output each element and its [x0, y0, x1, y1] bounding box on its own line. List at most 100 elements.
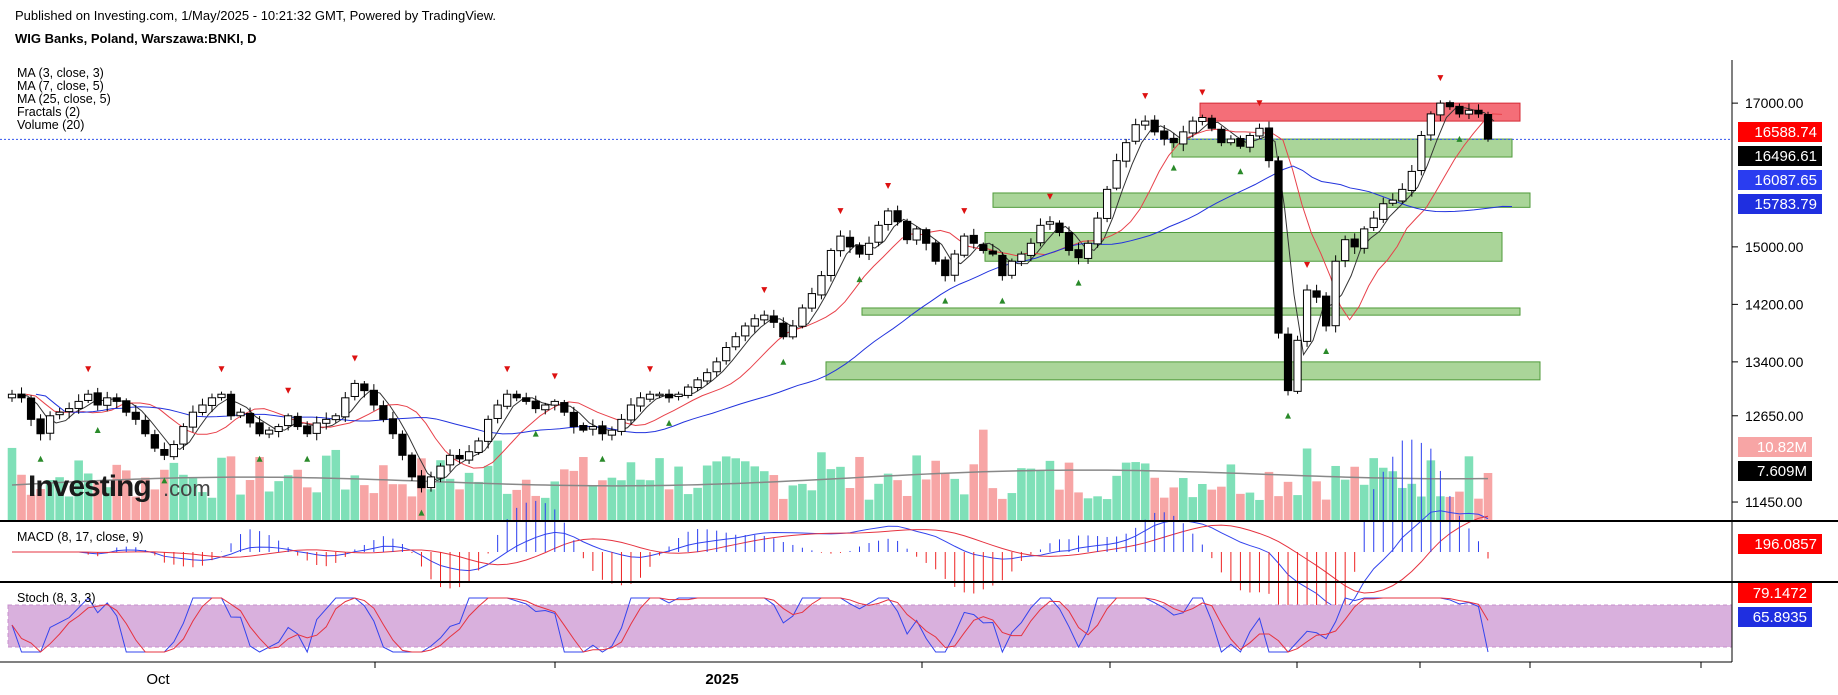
volume-bar	[959, 494, 969, 520]
volume-bar	[369, 493, 379, 520]
candle-up	[674, 393, 683, 398]
candle-up	[1226, 138, 1236, 144]
volume-bar	[360, 485, 369, 520]
badges-layer: 16588.74 16496.61 16087.65 15783.79 10.82M 7.…	[1738, 122, 1822, 627]
volume-bar	[407, 496, 417, 520]
candle-up	[722, 347, 731, 362]
volume-bar	[83, 473, 93, 520]
legend-fractals[interactable]: Fractals (2)	[17, 105, 81, 119]
legend-ma7[interactable]: MA (7, close, 5)	[17, 79, 104, 93]
volume-bar	[1074, 492, 1083, 520]
volume-bar	[493, 440, 502, 520]
candle-down	[245, 412, 255, 424]
macd-line	[12, 510, 1489, 611]
volume-bar	[1369, 458, 1379, 520]
time-axis-label: 2025	[705, 671, 738, 688]
volume-bar	[674, 466, 683, 520]
volume-bar	[1121, 462, 1131, 520]
volume-bar	[293, 469, 302, 520]
candle-down	[1283, 333, 1293, 392]
volume-bar	[550, 481, 560, 520]
value-badge-label: 16496.61	[1754, 148, 1817, 165]
volume-bar	[912, 455, 921, 520]
volume-bar	[512, 489, 521, 520]
volume-bar	[998, 498, 1007, 520]
candle-up	[1093, 217, 1102, 245]
volume-bar	[150, 489, 160, 520]
candle-up	[693, 379, 702, 389]
volume-bar	[245, 480, 255, 520]
volume-bar	[1331, 465, 1340, 520]
volume-bar	[721, 456, 731, 520]
volume-bar	[1131, 462, 1140, 520]
volume-bar	[921, 479, 931, 520]
volume-bar	[1055, 489, 1064, 520]
volume-bar	[1083, 498, 1093, 520]
value-badge	[1738, 583, 1812, 603]
volume-bar	[455, 489, 464, 520]
fractal-up-marker	[1456, 135, 1463, 142]
candle-up	[912, 228, 921, 241]
candle-up	[1369, 217, 1378, 229]
candle-up	[731, 336, 740, 348]
candle-down	[1150, 119, 1159, 133]
candle-down	[1264, 127, 1274, 162]
volume-bar	[988, 488, 998, 520]
volume-bar	[1474, 498, 1483, 520]
volume-bar	[874, 483, 883, 520]
volume-bar	[1312, 481, 1321, 520]
candle-up	[750, 318, 759, 327]
fractal-up-marker	[304, 455, 311, 462]
fractal-up-marker	[94, 427, 101, 433]
volume-bar	[1093, 496, 1102, 520]
fractal-up-marker	[599, 455, 606, 462]
candle-up	[284, 415, 293, 427]
value-badge	[1738, 534, 1822, 554]
candle-up	[798, 307, 807, 327]
candle-up	[322, 418, 331, 424]
volume-bar	[474, 481, 483, 520]
candle-down	[979, 244, 988, 251]
volume-bar	[1159, 497, 1169, 520]
candle-up	[55, 411, 64, 416]
volume-bar	[1302, 448, 1312, 520]
volume-bar	[845, 487, 855, 520]
fractal-down-marker	[1256, 100, 1263, 107]
candle-up	[807, 293, 817, 309]
legend-stoch[interactable]: Stoch (8, 3, 3)	[17, 591, 96, 605]
candle-down	[141, 419, 150, 435]
volume-bar	[17, 474, 26, 520]
volume-bar	[379, 465, 388, 520]
fractal-down-marker	[1142, 93, 1149, 100]
candle-up	[484, 418, 493, 442]
value-badge-label: 10.82M	[1757, 439, 1807, 456]
volume-bar	[121, 470, 131, 520]
legend-ma3[interactable]: MA (3, close, 3)	[17, 66, 104, 80]
fractal-up-marker	[37, 455, 44, 462]
volume-bar	[607, 477, 617, 520]
candle-up	[236, 411, 245, 417]
published-note: Published on Investing.com, 1/May/2025 -…	[15, 8, 497, 23]
fractal-up-marker	[532, 430, 539, 437]
support-zone	[861, 307, 1521, 316]
candle-down	[93, 392, 102, 406]
fractal-up-marker	[999, 297, 1006, 304]
candle-up	[874, 224, 883, 243]
legend-volume[interactable]: Volume (20)	[17, 118, 85, 132]
price-tick-label: 17000.00	[1745, 95, 1804, 111]
volume-bar	[1036, 470, 1045, 520]
value-badge-label: 15783.79	[1754, 196, 1817, 213]
candle-up	[274, 426, 283, 433]
volume-bar	[1321, 499, 1331, 520]
volume-bar	[636, 479, 645, 520]
legend-macd[interactable]: MACD (8, 17, close, 9)	[17, 530, 144, 544]
fractal-down-marker	[504, 366, 511, 373]
volume-bar	[331, 449, 341, 520]
fractal-up-marker	[1323, 347, 1330, 354]
candle-up	[1436, 102, 1445, 116]
legend-ma25[interactable]: MA (25, close, 5)	[17, 92, 111, 106]
volume-bar	[45, 480, 55, 520]
candle-up	[207, 397, 217, 406]
candle-down	[1350, 238, 1359, 248]
